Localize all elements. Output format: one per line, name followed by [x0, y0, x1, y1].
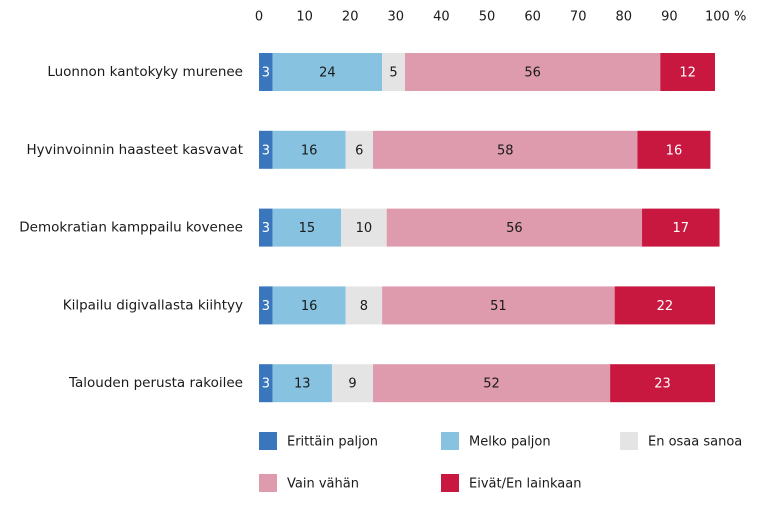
x-tick-label: 70 — [570, 10, 587, 25]
data-label: 58 — [497, 143, 514, 158]
bar-segment — [259, 208, 273, 247]
bar-segment — [272, 286, 346, 325]
data-label: 52 — [483, 377, 500, 392]
legend-label: Eivät/En lainkaan — [469, 477, 581, 492]
bar-segment — [373, 130, 638, 169]
x-tick-label: 100 % — [705, 10, 746, 25]
category-label: Kilpailu digivallasta kiihtyy — [63, 297, 243, 313]
bar-segment — [642, 208, 720, 247]
category-label: Demokratian kamppailu kovenee — [19, 220, 243, 236]
bar-segment — [345, 130, 373, 169]
data-label: 3 — [262, 66, 270, 81]
legend-swatch — [259, 432, 277, 450]
x-tick-label: 30 — [388, 10, 405, 25]
bar-segment — [404, 53, 661, 91]
bar-segment — [272, 53, 383, 91]
data-label: 9 — [348, 377, 356, 392]
data-label: 8 — [360, 299, 368, 314]
data-label: 5 — [389, 66, 397, 81]
bar-segment — [610, 364, 715, 403]
bar-segment — [272, 208, 342, 247]
data-label: 10 — [356, 221, 373, 236]
x-tick-label: 90 — [661, 10, 678, 25]
bar-segment — [345, 286, 383, 325]
bar-segment — [272, 364, 332, 403]
bar-segment — [341, 208, 387, 247]
bar-segment — [259, 364, 273, 403]
category-label: Hyvinvoinnin haasteet kasvavat — [27, 142, 243, 158]
x-tick-label: 10 — [296, 10, 313, 25]
legend-swatch — [441, 474, 459, 492]
bar-segment — [272, 130, 346, 169]
data-label: 16 — [301, 299, 318, 314]
x-tick-label: 40 — [433, 10, 450, 25]
data-label: 6 — [355, 143, 363, 158]
legend-label: Melko paljon — [469, 435, 551, 450]
data-label: 56 — [524, 66, 541, 81]
legend-swatch — [259, 474, 277, 492]
category-label: Luonnon kantokyky murenee — [47, 64, 243, 80]
data-label: 56 — [506, 221, 523, 236]
bar-segment — [259, 130, 273, 169]
data-label: 3 — [262, 221, 270, 236]
data-label: 3 — [262, 377, 270, 392]
bar-segment — [382, 286, 615, 325]
bar-segment — [259, 53, 273, 91]
data-label: 12 — [679, 66, 696, 81]
legend-label: Erittäin paljon — [287, 435, 378, 450]
legend-label: Vain vähän — [287, 477, 359, 492]
bar-segment — [614, 286, 715, 325]
category-label: Talouden perusta rakoilee — [68, 375, 243, 391]
x-tick-label: 20 — [342, 10, 359, 25]
bar-segment — [382, 53, 405, 91]
data-label: 17 — [673, 221, 690, 236]
data-label: 22 — [657, 299, 674, 314]
data-label: 15 — [299, 221, 316, 236]
data-label: 3 — [262, 143, 270, 158]
bar-segment — [637, 130, 711, 169]
bar-segment — [259, 286, 273, 325]
x-tick-label: 0 — [255, 10, 263, 25]
data-label: 23 — [654, 377, 671, 392]
legend-swatch — [441, 432, 459, 450]
data-label: 16 — [666, 143, 683, 158]
legend-swatch — [620, 432, 638, 450]
bar-segment — [386, 208, 643, 247]
data-label: 3 — [262, 299, 270, 314]
bar-segment — [373, 364, 611, 403]
x-tick-label: 50 — [479, 10, 496, 25]
bar-segment — [660, 53, 715, 91]
data-label: 51 — [490, 299, 507, 314]
data-label: 13 — [294, 377, 311, 392]
data-label: 16 — [301, 143, 318, 158]
bar-segment — [331, 364, 373, 403]
x-tick-label: 80 — [616, 10, 633, 25]
legend-label: En osaa sanoa — [648, 435, 742, 450]
x-tick-label: 60 — [524, 10, 541, 25]
data-label: 24 — [319, 66, 336, 81]
